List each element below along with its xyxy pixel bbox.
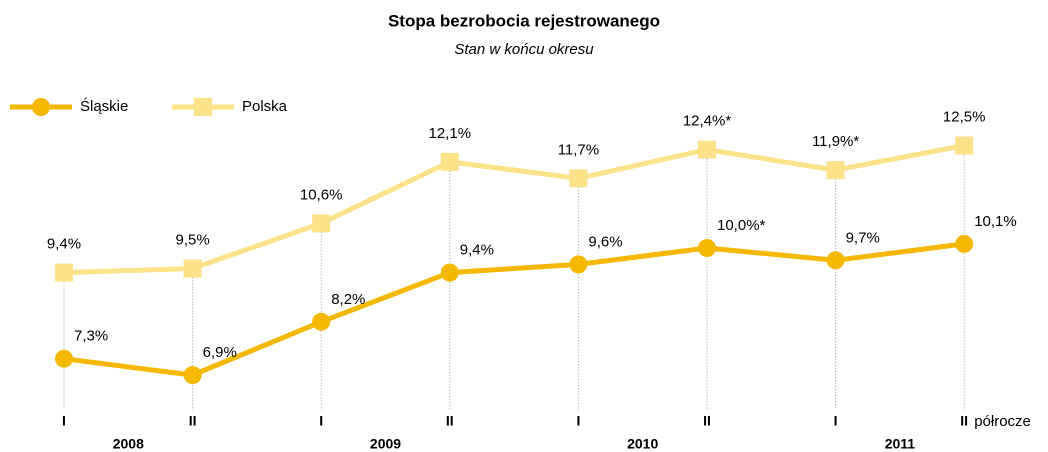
data-point xyxy=(698,239,716,257)
data-label: 7,3% xyxy=(74,328,108,345)
data-label: 9,4% xyxy=(47,236,81,253)
data-point xyxy=(569,255,588,274)
legend-label: Śląskie xyxy=(80,97,128,115)
x-tick-label: II xyxy=(960,413,968,429)
legend-marker xyxy=(194,98,212,116)
data-label: 12,5% xyxy=(943,108,986,125)
legend-label: Polska xyxy=(242,98,288,115)
x-group-label: 2010 xyxy=(627,436,658,452)
data-label: 9,4% xyxy=(460,242,494,259)
data-point xyxy=(440,263,459,282)
x-tick-label: I xyxy=(319,413,323,429)
chart-title: Stopa bezrobocia rejestrowanego xyxy=(388,11,660,30)
legend-marker xyxy=(32,98,50,116)
data-point xyxy=(826,161,845,180)
data-label: 12,4%* xyxy=(683,113,732,130)
data-point xyxy=(55,263,73,282)
data-label: 11,9%* xyxy=(812,133,859,150)
data-label: 9,6% xyxy=(588,233,622,250)
data-point xyxy=(183,259,202,278)
data-point xyxy=(55,349,73,368)
data-point xyxy=(955,234,974,253)
x-tick-label: I xyxy=(834,413,838,429)
data-label: 10,1% xyxy=(974,213,1017,230)
data-point xyxy=(698,140,716,159)
series-line xyxy=(63,143,965,276)
x-tick-label: I xyxy=(62,413,66,429)
data-label: 6,9% xyxy=(203,344,237,361)
data-label: 12,1% xyxy=(429,125,472,142)
data-label: 10,6% xyxy=(300,186,343,203)
data-label: 11,7% xyxy=(558,141,599,158)
x-tick-label: II xyxy=(703,413,711,429)
x-tick-label: II xyxy=(446,413,454,429)
data-label: 9,5% xyxy=(175,231,209,248)
x-tick-label: I xyxy=(576,413,580,429)
series-line xyxy=(63,241,965,378)
data-label: 9,7% xyxy=(846,229,880,246)
data-point xyxy=(569,169,588,188)
data-point xyxy=(955,136,974,155)
x-group-label: 2009 xyxy=(370,436,401,452)
data-label: 8,2% xyxy=(331,291,365,308)
data-point xyxy=(440,152,459,171)
data-point xyxy=(312,312,331,331)
data-label: 10,0%* xyxy=(717,217,766,234)
data-point xyxy=(183,366,202,385)
x-group-label: 2011 xyxy=(885,436,916,452)
data-point xyxy=(826,251,845,270)
chart-subtitle: Stan w końcu okresu xyxy=(454,41,594,58)
data-point xyxy=(312,214,331,233)
x-tick-label: II xyxy=(189,413,197,429)
x-axis-label: półrocze xyxy=(974,413,1031,430)
x-group-label: 2008 xyxy=(113,436,144,452)
